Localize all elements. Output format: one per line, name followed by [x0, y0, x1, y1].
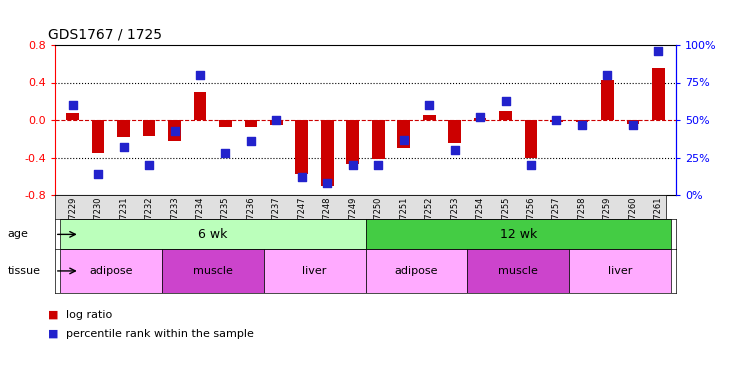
- Text: GSM17232: GSM17232: [145, 196, 154, 242]
- Text: GSM17255: GSM17255: [501, 196, 510, 242]
- Text: GSM17231: GSM17231: [119, 196, 128, 242]
- Point: [143, 162, 155, 168]
- Bar: [398, 120, 410, 148]
- Bar: [295, 120, 308, 174]
- Bar: [569, 249, 671, 292]
- Point: [423, 102, 435, 108]
- Bar: [366, 249, 467, 292]
- Bar: [264, 249, 366, 292]
- Text: GSM17258: GSM17258: [577, 196, 586, 242]
- Point: [602, 72, 613, 78]
- Text: ■: ■: [48, 310, 58, 320]
- Text: tissue: tissue: [7, 266, 40, 276]
- Text: GDS1767 / 1725: GDS1767 / 1725: [48, 27, 162, 41]
- Bar: [143, 120, 156, 136]
- Text: GSM17259: GSM17259: [603, 196, 612, 242]
- Bar: [448, 120, 461, 144]
- Text: GSM17237: GSM17237: [272, 196, 281, 242]
- Text: GSM17234: GSM17234: [195, 196, 205, 242]
- Bar: [601, 80, 614, 120]
- Text: muscle: muscle: [193, 266, 232, 276]
- Text: adipose: adipose: [89, 266, 132, 276]
- Point: [576, 122, 588, 128]
- Text: percentile rank within the sample: percentile rank within the sample: [66, 329, 254, 339]
- Text: muscle: muscle: [499, 266, 538, 276]
- Text: adipose: adipose: [395, 266, 438, 276]
- Text: 6 wk: 6 wk: [198, 228, 227, 241]
- Text: GSM17257: GSM17257: [552, 196, 561, 242]
- Bar: [346, 120, 359, 164]
- Point: [449, 147, 461, 153]
- Bar: [117, 120, 130, 137]
- Point: [194, 72, 206, 78]
- Bar: [474, 118, 486, 120]
- Bar: [372, 120, 385, 159]
- Point: [525, 162, 537, 168]
- Text: GSM17247: GSM17247: [298, 196, 306, 242]
- Bar: [499, 111, 512, 120]
- Text: ■: ■: [48, 329, 58, 339]
- Text: liver: liver: [303, 266, 327, 276]
- Bar: [652, 68, 664, 120]
- Point: [347, 162, 359, 168]
- Point: [474, 114, 486, 120]
- Text: GSM17233: GSM17233: [170, 196, 179, 242]
- Text: GSM17230: GSM17230: [94, 196, 102, 242]
- Point: [270, 117, 282, 123]
- Text: age: age: [7, 230, 29, 239]
- Text: log ratio: log ratio: [66, 310, 112, 320]
- Text: GSM17236: GSM17236: [246, 196, 255, 242]
- Text: GSM17261: GSM17261: [654, 196, 663, 242]
- Bar: [626, 120, 639, 124]
- Bar: [366, 219, 671, 249]
- Point: [118, 144, 129, 150]
- Point: [550, 117, 562, 123]
- Text: liver: liver: [608, 266, 632, 276]
- Text: GSM17249: GSM17249: [348, 196, 357, 242]
- Point: [372, 162, 384, 168]
- Text: 12 wk: 12 wk: [500, 228, 537, 241]
- Text: GSM17229: GSM17229: [68, 196, 77, 242]
- Bar: [270, 120, 283, 125]
- Bar: [162, 249, 264, 292]
- Point: [245, 138, 257, 144]
- Bar: [168, 120, 181, 141]
- Bar: [321, 120, 333, 186]
- Text: GSM17253: GSM17253: [450, 196, 459, 242]
- Bar: [245, 120, 257, 127]
- Bar: [219, 120, 232, 127]
- Point: [219, 150, 231, 156]
- Bar: [67, 114, 79, 120]
- Point: [322, 180, 333, 186]
- Point: [92, 171, 104, 177]
- Point: [398, 136, 409, 142]
- Text: GSM17260: GSM17260: [629, 196, 637, 242]
- Bar: [423, 116, 436, 120]
- Text: GSM17256: GSM17256: [526, 196, 536, 242]
- Bar: [575, 120, 588, 122]
- Bar: [467, 249, 569, 292]
- Bar: [92, 120, 105, 153]
- Point: [67, 102, 78, 108]
- Bar: [194, 92, 206, 120]
- Bar: [525, 120, 537, 158]
- Bar: [60, 219, 366, 249]
- Bar: [60, 249, 162, 292]
- Text: GSM17248: GSM17248: [323, 196, 332, 242]
- Point: [653, 48, 664, 54]
- Point: [169, 128, 181, 134]
- Point: [296, 174, 308, 180]
- Point: [627, 122, 639, 128]
- Text: GSM17254: GSM17254: [476, 196, 485, 242]
- Text: GSM17250: GSM17250: [374, 196, 383, 242]
- Bar: [550, 120, 563, 122]
- Text: GSM17251: GSM17251: [399, 196, 408, 242]
- Text: GSM17252: GSM17252: [425, 196, 433, 242]
- Point: [500, 98, 512, 104]
- Text: GSM17235: GSM17235: [221, 196, 230, 242]
